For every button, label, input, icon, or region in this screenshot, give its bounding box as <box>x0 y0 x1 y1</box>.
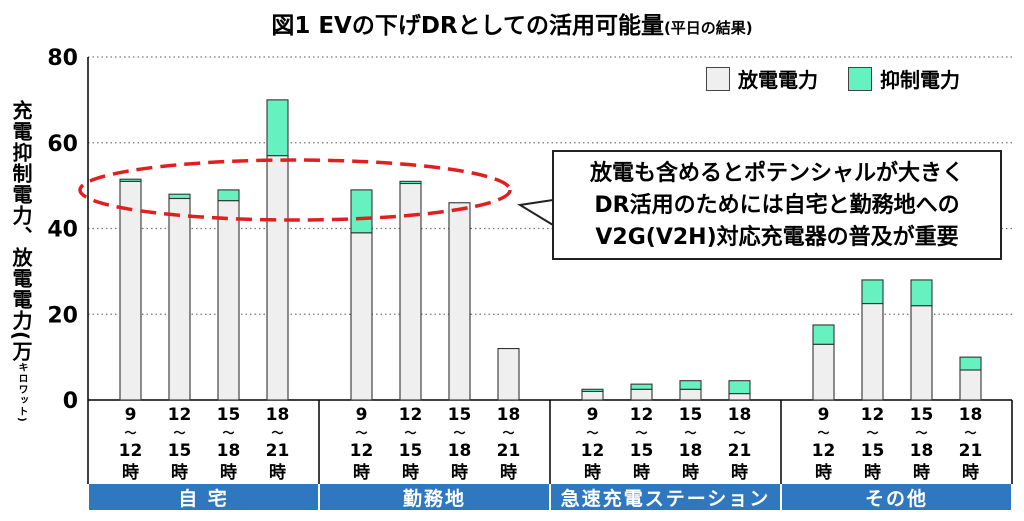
x-tick-label: 18 〜 21 時 <box>497 405 521 483</box>
bar-suppression <box>119 178 142 182</box>
bar-discharge <box>217 200 240 401</box>
x-tick-label: 15 〜 18 時 <box>448 405 472 483</box>
x-tick-label: 9 〜 12 時 <box>119 405 143 483</box>
x-tick-label: 15 〜 18 時 <box>679 405 703 483</box>
bar-suppression <box>266 99 289 157</box>
bar-discharge <box>497 347 520 401</box>
bar-suppression <box>350 189 373 234</box>
group-label: 自 宅 <box>89 484 318 510</box>
y-axis-label-main: 充電抑制電力、放電電力(万 <box>9 100 33 363</box>
y-axis-label: 充電抑制電力、放電電力(万キロワット) <box>8 100 34 423</box>
x-tick-label: 9 〜 12 時 <box>581 405 605 483</box>
chart-title-block: 図1 EVの下げDRとしての活用可能量(平日の結果) <box>0 6 1024 40</box>
legend-label-discharge: 放電電力 <box>738 68 818 92</box>
legend-label-suppression: 抑制電力 <box>880 68 960 92</box>
y-tick-label: 0 <box>63 389 78 414</box>
bar-discharge <box>168 197 191 401</box>
bar-discharge <box>448 202 471 401</box>
bar-suppression <box>861 279 884 305</box>
highlight-ellipse <box>78 158 512 222</box>
x-tick-label: 18 〜 21 時 <box>266 405 290 483</box>
y-axis-label-unit: キロワット) <box>16 362 27 423</box>
callout-line-2: DR活用のためには自宅と勤務地への <box>594 193 960 218</box>
bar-suppression <box>168 193 191 200</box>
bar-suppression <box>581 388 604 392</box>
x-tick-label: 12 〜 15 時 <box>861 405 885 483</box>
callout-pointer <box>517 199 554 226</box>
bar-suppression <box>910 279 933 307</box>
legend-item-suppression: 抑制電力 <box>848 64 960 93</box>
legend-swatch-suppression <box>848 66 872 91</box>
y-tick-label: 20 <box>47 303 78 328</box>
legend-item-discharge: 放電電力 <box>706 64 818 93</box>
callout-line-3: V2G(V2H)対応充電器の普及が重要 <box>595 225 959 250</box>
bar-suppression <box>217 189 240 202</box>
group-label: その他 <box>782 484 1011 510</box>
x-tick-label: 9 〜 12 時 <box>350 405 374 483</box>
group-label: 勤務地 <box>320 484 549 510</box>
x-tick-label: 12 〜 15 時 <box>399 405 423 483</box>
bar-suppression <box>728 380 751 395</box>
bar-suppression <box>812 324 835 345</box>
callout-line-1: 放電も含めるとポテンシャルが大きく <box>589 161 964 186</box>
legend: 放電電力 抑制電力 <box>706 64 990 93</box>
bar-discharge <box>679 388 702 401</box>
bar-discharge <box>581 390 604 401</box>
group-label: 急速充電ステーション <box>551 484 780 510</box>
chart-title: 図1 EVの下げDRとしての活用可能量 <box>271 13 664 39</box>
x-tick-label: 12 〜 15 時 <box>168 405 192 483</box>
bar-suppression <box>399 180 422 185</box>
bar-discharge <box>266 155 289 401</box>
x-tick-label: 15 〜 18 時 <box>910 405 934 483</box>
bar-discharge <box>812 343 835 401</box>
bar-suppression <box>959 356 982 371</box>
bar-discharge <box>959 369 982 401</box>
x-tick-label: 18 〜 21 時 <box>728 405 752 483</box>
x-tick-label: 9 〜 12 時 <box>812 405 836 483</box>
y-tick-label: 80 <box>47 46 78 71</box>
bar-discharge <box>728 393 751 401</box>
bar-discharge <box>910 305 933 401</box>
x-tick-label: 12 〜 15 時 <box>630 405 654 483</box>
annotation-callout: 放電も含めるとポテンシャルが大きく DR活用のためには自宅と勤務地への V2G(… <box>552 150 1002 260</box>
legend-swatch-discharge <box>706 66 730 91</box>
bar-suppression <box>630 383 653 390</box>
bar-discharge <box>861 302 884 401</box>
bar-discharge <box>350 232 373 401</box>
y-tick-label: 40 <box>47 218 78 243</box>
bar-suppression <box>679 380 702 390</box>
x-tick-label: 18 〜 21 時 <box>959 405 983 483</box>
y-tick-label: 60 <box>47 132 78 157</box>
bar-discharge <box>119 180 142 401</box>
bar-discharge <box>630 388 653 401</box>
chart-subtitle: (平日の結果) <box>663 19 753 37</box>
x-tick-label: 15 〜 18 時 <box>217 405 241 483</box>
